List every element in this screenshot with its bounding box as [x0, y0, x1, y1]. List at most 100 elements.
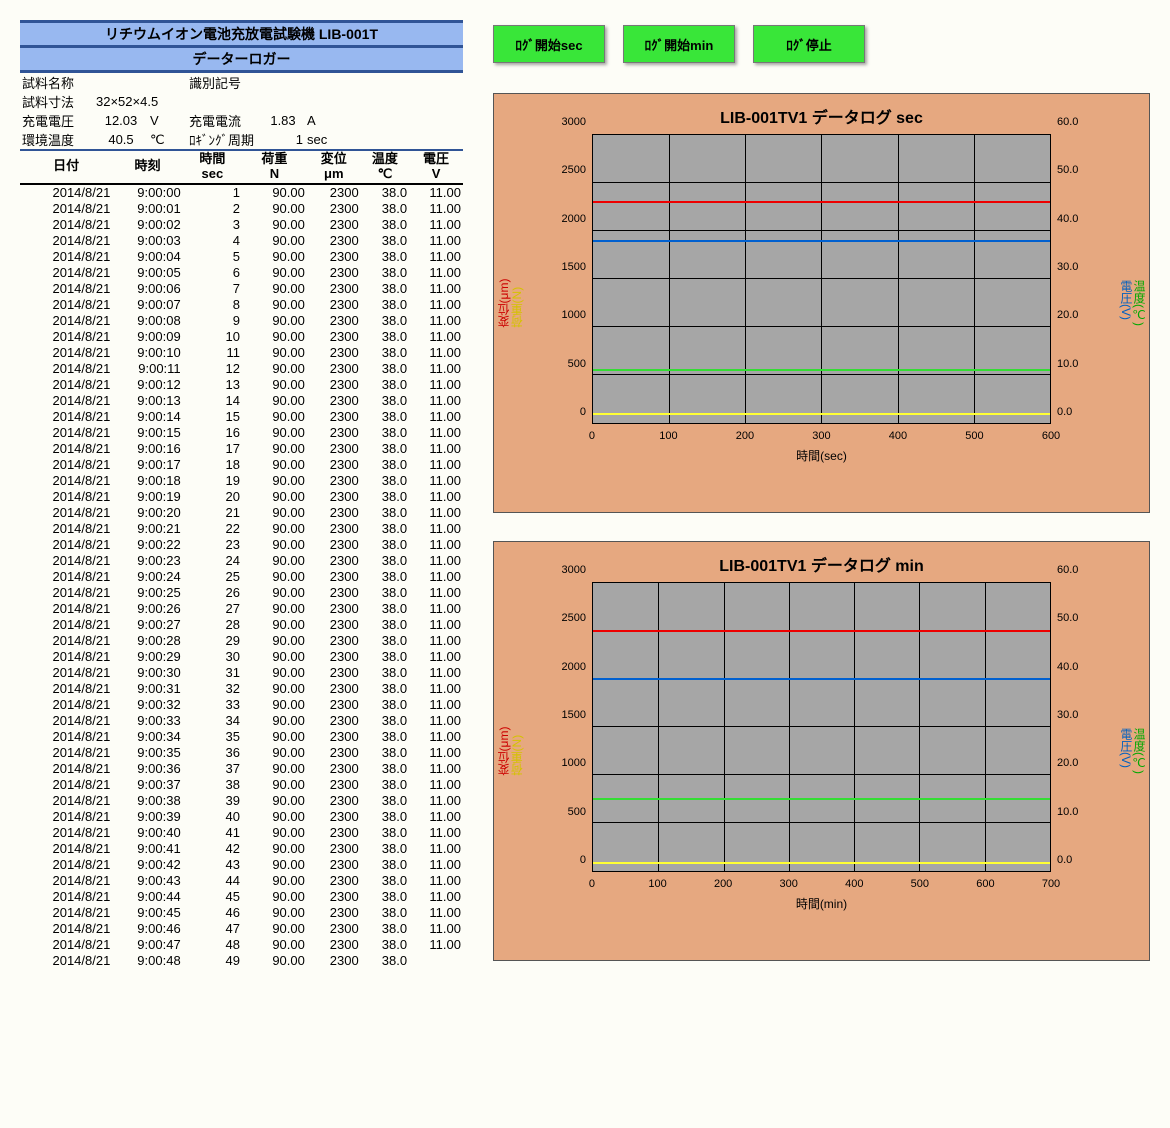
table-row: 2014/8/219:00:394090.00230038.011.00	[20, 809, 463, 825]
table-row: 2014/8/219:00:03490.00230038.011.00	[20, 233, 463, 249]
table-row: 2014/8/219:00:232490.00230038.011.00	[20, 553, 463, 569]
table-row: 2014/8/219:00:121390.00230038.011.00	[20, 377, 463, 393]
table-row: 2014/8/219:00:04590.00230038.011.00	[20, 249, 463, 265]
series-load	[593, 862, 1050, 864]
meta-label: 識別記号	[187, 73, 261, 92]
col-disp: 変位μm	[307, 151, 361, 184]
table-row: 2014/8/219:00:363790.00230038.011.00	[20, 761, 463, 777]
table-row: 2014/8/219:00:444590.00230038.011.00	[20, 889, 463, 905]
table-row: 2014/8/219:00:222390.00230038.011.00	[20, 537, 463, 553]
chart-panel: LIB-001TV1 データログ sec 変位(μm)荷重(N) 温度(℃)電圧(V…	[493, 93, 1150, 513]
plot-area	[592, 134, 1051, 424]
meta-label: ﾛｷﾞﾝｸﾞ周期	[187, 130, 261, 150]
series-volt	[593, 369, 1050, 371]
table-row: 2014/8/219:00:353690.00230038.011.00	[20, 745, 463, 761]
table-row: 2014/8/219:00:282990.00230038.011.00	[20, 633, 463, 649]
col-volt: 電圧V	[409, 151, 463, 184]
table-row: 2014/8/219:00:161790.00230038.011.00	[20, 441, 463, 457]
col-temp: 温度℃	[361, 151, 409, 184]
col-sec: 時間sec	[183, 151, 242, 184]
meta-value: 32×52×4.5	[94, 92, 187, 111]
table-row: 2014/8/219:00:181990.00230038.011.00	[20, 473, 463, 489]
axis-label-right: 温度(℃)電圧(V)	[1119, 728, 1145, 774]
col-load: 荷重N	[242, 151, 307, 184]
chart-title: LIB-001TV1 データログ min	[512, 552, 1131, 576]
series-temp	[593, 798, 1050, 800]
log-stop-button[interactable]: ﾛｸﾞ停止	[753, 25, 865, 63]
button-row: ﾛｸﾞ開始sec ﾛｸﾞ開始min ﾛｸﾞ停止	[493, 25, 1150, 63]
table-row: 2014/8/219:00:01290.00230038.011.00	[20, 201, 463, 217]
table-row: 2014/8/219:00:131490.00230038.011.00	[20, 393, 463, 409]
meta-unit: V	[148, 111, 187, 130]
table-row: 2014/8/219:00:343590.00230038.011.00	[20, 729, 463, 745]
table-row: 2014/8/219:00:091090.00230038.011.00	[20, 329, 463, 345]
meta-unit: sec	[305, 130, 463, 150]
table-row: 2014/8/219:00:484990.00230038.0	[20, 953, 463, 969]
log-start-min-button[interactable]: ﾛｸﾞ開始min	[623, 25, 735, 63]
table-row: 2014/8/219:00:252690.00230038.011.00	[20, 585, 463, 601]
table-row: 2014/8/219:00:171890.00230038.011.00	[20, 457, 463, 473]
table-row: 2014/8/219:00:192090.00230038.011.00	[20, 489, 463, 505]
chart-title: LIB-001TV1 データログ sec	[512, 104, 1131, 128]
meta-unit: ℃	[148, 130, 187, 150]
title-bar: リチウムイオン電池充放電試験機 LIB-001T	[20, 20, 463, 48]
x-axis-label: 時間(sec)	[592, 447, 1051, 464]
table-row: 2014/8/219:00:05690.00230038.011.00	[20, 265, 463, 281]
table-row: 2014/8/219:00:383990.00230038.011.00	[20, 793, 463, 809]
table-row: 2014/8/219:00:323390.00230038.011.00	[20, 697, 463, 713]
axis-label-right: 温度(℃)電圧(V)	[1119, 280, 1145, 326]
plot-area	[592, 582, 1051, 872]
meta-label: 充電電圧	[20, 111, 94, 130]
table-row: 2014/8/219:00:151690.00230038.011.00	[20, 425, 463, 441]
table-row: 2014/8/219:00:293090.00230038.011.00	[20, 649, 463, 665]
data-table: 日付 時刻 時間sec 荷重N 変位μm 温度℃ 電圧V 2014/8/219:…	[20, 151, 463, 969]
table-row: 2014/8/219:00:242590.00230038.011.00	[20, 569, 463, 585]
meta-unit: A	[305, 111, 463, 130]
table-row: 2014/8/219:00:06790.00230038.011.00	[20, 281, 463, 297]
meta-table: 試料名称 識別記号 試料寸法 32×52×4.5 充電電圧 12.03 V 充電…	[20, 73, 463, 151]
table-row: 2014/8/219:00:333490.00230038.011.00	[20, 713, 463, 729]
col-date: 日付	[20, 151, 112, 184]
meta-label: 環境温度	[20, 130, 94, 150]
table-row: 2014/8/219:00:101190.00230038.011.00	[20, 345, 463, 361]
log-start-sec-button[interactable]: ﾛｸﾞ開始sec	[493, 25, 605, 63]
table-row: 2014/8/219:00:303190.00230038.011.00	[20, 665, 463, 681]
table-row: 2014/8/219:00:313290.00230038.011.00	[20, 681, 463, 697]
table-row: 2014/8/219:00:424390.00230038.011.00	[20, 857, 463, 873]
right-panel: ﾛｸﾞ開始sec ﾛｸﾞ開始min ﾛｸﾞ停止 LIB-001TV1 データログ…	[493, 20, 1150, 989]
meta-value: 40.5	[94, 130, 148, 150]
subtitle-bar: データーロガー	[20, 48, 463, 73]
table-row: 2014/8/219:00:404190.00230038.011.00	[20, 825, 463, 841]
series-load-right	[593, 240, 1050, 242]
series-load-right	[593, 678, 1050, 680]
meta-value: 12.03	[94, 111, 148, 130]
table-row: 2014/8/219:00:272890.00230038.011.00	[20, 617, 463, 633]
table-row: 2014/8/219:00:08990.00230038.011.00	[20, 313, 463, 329]
meta-label: 試料名称	[20, 73, 94, 92]
series-disp	[593, 201, 1050, 203]
table-row: 2014/8/219:00:202190.00230038.011.00	[20, 505, 463, 521]
table-row: 2014/8/219:00:414290.00230038.011.00	[20, 841, 463, 857]
meta-label: 充電電流	[187, 111, 261, 130]
chart-panel: LIB-001TV1 データログ min 変位(μm)荷重(N) 温度(℃)電圧(V…	[493, 541, 1150, 961]
axis-label-left: 変位(μm)荷重(N)	[498, 279, 524, 328]
left-panel: リチウムイオン電池充放電試験機 LIB-001T データーロガー 試料名称 識別…	[20, 20, 463, 969]
axis-label-left: 変位(μm)荷重(N)	[498, 727, 524, 776]
table-row: 2014/8/219:00:02390.00230038.011.00	[20, 217, 463, 233]
meta-value: 1	[261, 130, 305, 150]
table-row: 2014/8/219:00:00190.00230038.011.00	[20, 184, 463, 201]
x-axis-label: 時間(min)	[592, 895, 1051, 912]
series-load	[593, 413, 1050, 415]
table-row: 2014/8/219:00:111290.00230038.011.00	[20, 361, 463, 377]
table-row: 2014/8/219:00:212290.00230038.011.00	[20, 521, 463, 537]
meta-value: 1.83	[261, 111, 305, 130]
series-disp	[593, 630, 1050, 632]
table-row: 2014/8/219:00:474890.00230038.011.00	[20, 937, 463, 953]
col-time: 時刻	[112, 151, 182, 184]
table-row: 2014/8/219:00:262790.00230038.011.00	[20, 601, 463, 617]
table-row: 2014/8/219:00:434490.00230038.011.00	[20, 873, 463, 889]
table-row: 2014/8/219:00:464790.00230038.011.00	[20, 921, 463, 937]
table-row: 2014/8/219:00:07890.00230038.011.00	[20, 297, 463, 313]
table-row: 2014/8/219:00:373890.00230038.011.00	[20, 777, 463, 793]
table-row: 2014/8/219:00:454690.00230038.011.00	[20, 905, 463, 921]
